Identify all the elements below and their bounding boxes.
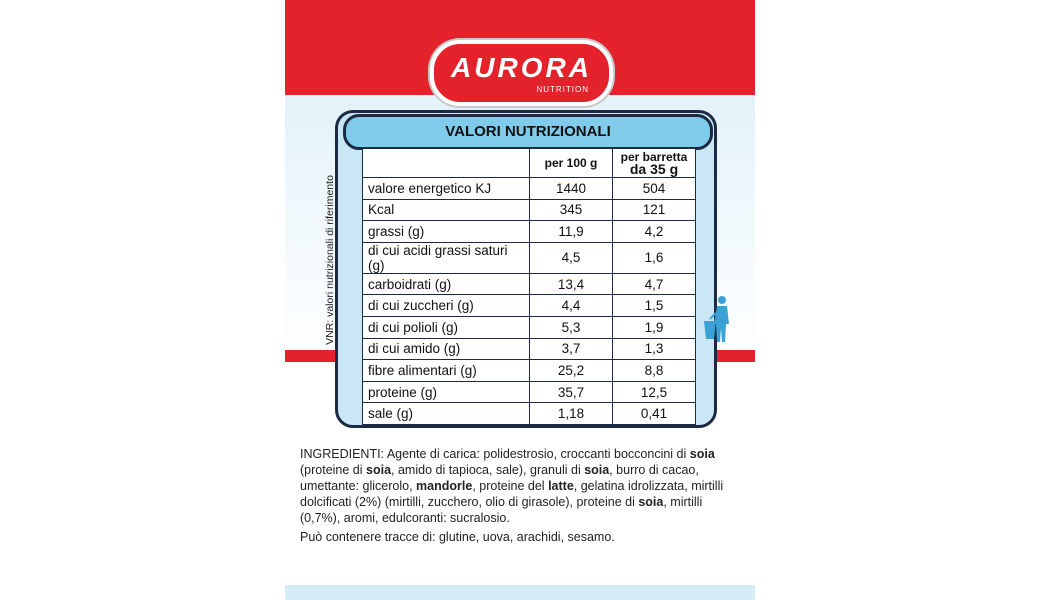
label-cell: valore energetico KJ (362, 177, 530, 200)
value-cell: 3,7 (529, 337, 613, 361)
value-cell: 4,2 (612, 220, 696, 243)
ingredient-text: , proteine del (472, 479, 549, 493)
value-cell: 5,3 (529, 315, 613, 339)
header-cell: per barretta da 35 g (612, 148, 696, 178)
table-row: fibre alimentari (g) 25,2 8,8 (362, 359, 696, 382)
header-line: per barretta (620, 149, 688, 164)
value-cell: 11,9 (529, 220, 613, 243)
table-row: Kcal 345 121 (362, 198, 696, 222)
ingredient-text: soia (689, 447, 715, 461)
header-cell (362, 148, 530, 178)
label-cell: grassi (g) (362, 220, 530, 243)
ingredient-text: , gelatina idrolizzata, mirtilli dolcifi… (300, 479, 724, 509)
header-line: da 35 g (629, 160, 679, 177)
value-cell: 35,7 (529, 380, 613, 404)
side-note: VNR: valori nutrizionali di riferimento (324, 175, 336, 345)
ingredient-text: (proteine di (300, 463, 367, 477)
allergens: Può contenere tracce di: glutine, uova, … (300, 530, 615, 544)
value-cell: 1,18 (529, 402, 613, 425)
value-cell: 25,2 (529, 359, 613, 382)
logo-brand: AURORA (451, 52, 592, 83)
table-row: di cui zuccheri (g) 4,4 1,5 (362, 294, 696, 317)
value-cell: 504 (612, 177, 696, 200)
value-cell: 13,4 (529, 272, 613, 296)
header-row: per 100 g per barretta da 35 g (362, 148, 696, 178)
value-cell: 345 (529, 198, 613, 222)
table-row: sale (g) 1,18 0,41 (362, 402, 696, 425)
value-cell: 4,4 (529, 294, 613, 317)
label-cell: di cui polioli (g) (362, 315, 530, 339)
value-cell: 121 (612, 198, 696, 222)
value-cell: 1,9 (612, 315, 696, 339)
ingredient-text: soia (366, 463, 392, 477)
value-cell: 4,5 (529, 241, 613, 274)
nutrition-table: per 100 g per barretta da 35 g valore ene… (362, 148, 696, 425)
ingredient-text: , burro di cacao, umettante: glicerolo, (300, 463, 699, 493)
value-cell: 4,7 (612, 272, 696, 296)
value-cell: 8,8 (612, 359, 696, 382)
ingredients: INGREDIENTI: Agente di carica: polidestr… (300, 446, 740, 526)
logo: AURORA NUTRITION (430, 40, 613, 106)
label-cell: fibre alimentari (g) (362, 359, 530, 382)
label-cell: carboidrati (g) (362, 272, 530, 296)
value-cell: 1,6 (612, 241, 696, 274)
ingredient-text: , mirtilli (0,7%), aromi, edulcoranti: s… (300, 495, 703, 525)
label-cell: di cui amido (g) (362, 337, 530, 361)
value-cell: 1,3 (612, 337, 696, 361)
header-cell: per 100 g (529, 148, 613, 178)
ingredient-text: soia (584, 463, 610, 477)
table-row: di cui amido (g) 3,7 1,3 (362, 337, 696, 361)
label-cell: proteine (g) (362, 380, 530, 404)
table-row: proteine (g) 35,7 12,5 (362, 380, 696, 404)
ingredient-text: latte (548, 479, 574, 493)
label-cell: sale (g) (362, 402, 530, 425)
table-row: grassi (g) 11,9 4,2 (362, 220, 696, 243)
ingredient-text: , amido di tapioca, sale), granuli di (391, 463, 585, 477)
blue-band (285, 585, 755, 600)
value-cell: 12,5 (612, 380, 696, 404)
table-row: di cui polioli (g) 5,3 1,9 (362, 315, 696, 339)
table-title: VALORI NUTRIZIONALI (343, 114, 713, 150)
label-cell: di cui zuccheri (g) (362, 294, 530, 317)
table-row: valore energetico KJ 1440 504 (362, 177, 696, 200)
recycle-icon (704, 296, 729, 342)
value-cell: 1440 (529, 177, 613, 200)
logo-tagline: NUTRITION (536, 85, 589, 94)
value-cell: 0,41 (612, 402, 696, 425)
label-cell: Kcal (362, 198, 530, 222)
table-row: carboidrati (g) 13,4 4,7 (362, 272, 696, 296)
label-cell: di cui acidi grassi saturi (g) (362, 241, 530, 274)
ingredient-text: INGREDIENTI: Agente di carica: polidestr… (300, 447, 690, 461)
value-cell: 1,5 (612, 294, 696, 317)
ingredient-text: mandorle (416, 479, 473, 493)
table-row: di cui acidi grassi saturi (g) 4,5 1,6 (362, 241, 696, 274)
ingredient-text: soia (638, 495, 664, 509)
